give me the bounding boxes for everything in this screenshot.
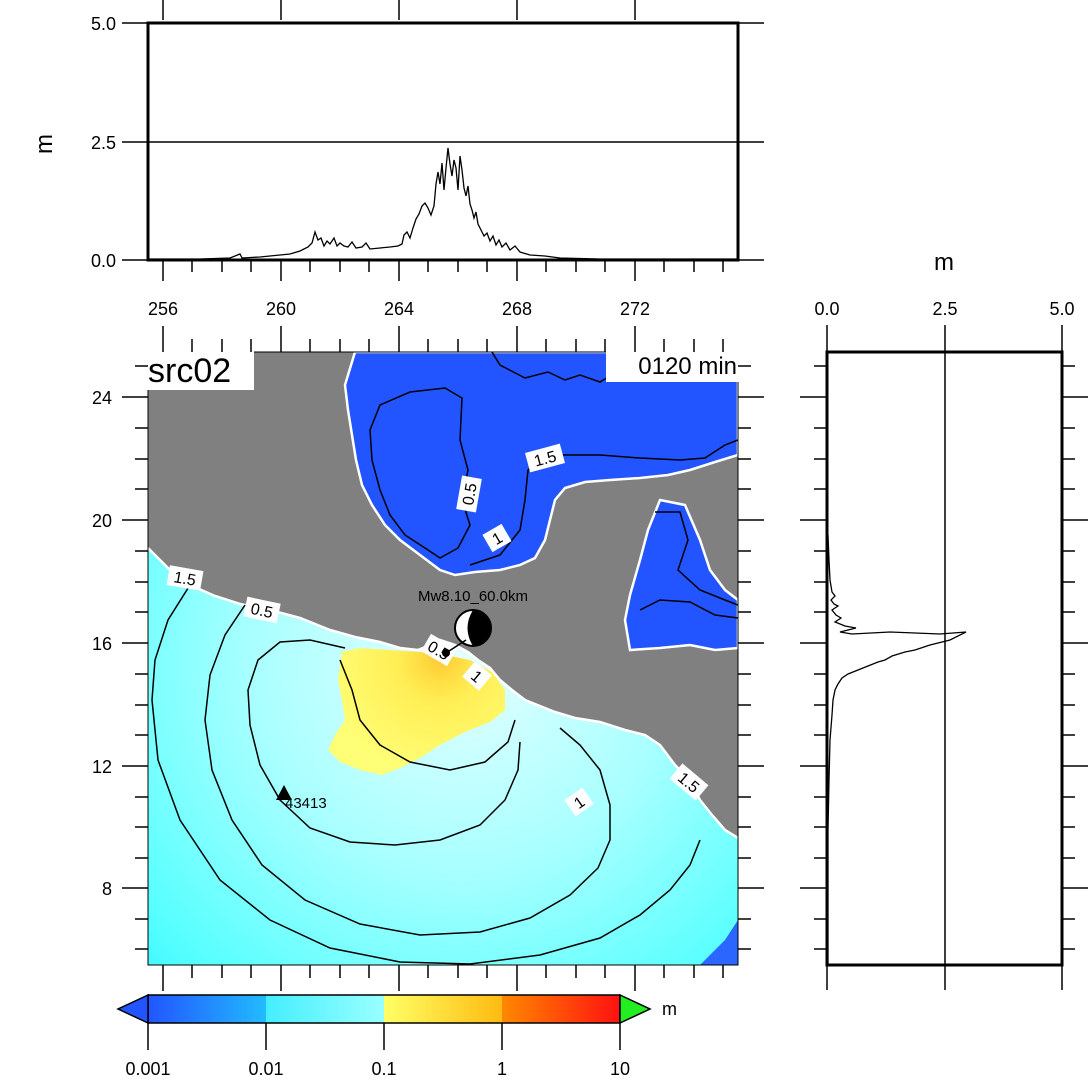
top-ytick-0: 5.0 xyxy=(91,14,116,34)
top-ytick-1: 2.5 xyxy=(91,133,116,153)
lon-tick-4: 272 xyxy=(620,299,650,319)
colorbar-tick-1: 0.01 xyxy=(248,1059,283,1079)
lat-tick-2: 16 xyxy=(92,634,112,654)
caribbean-contour xyxy=(639,599,738,619)
pacific-contour-inner xyxy=(247,639,521,846)
caribbean-coast-contour xyxy=(655,511,738,606)
right-unit-label: m xyxy=(934,249,954,276)
map-lat-ticks xyxy=(122,365,764,950)
map-panel: 1.5 0.5 1 1.5 0.5 1 1.5 1 0.5 Mw8.10_60.… xyxy=(92,326,764,991)
lat-tick-0: 24 xyxy=(92,388,112,408)
pacific-coastline xyxy=(148,547,738,840)
colorbar-under-triangle xyxy=(116,993,149,1025)
lon-tick-1: 260 xyxy=(266,299,296,319)
time-box xyxy=(606,350,740,382)
ocean-corner-blue xyxy=(700,920,738,965)
lon-tick-2: 264 xyxy=(384,299,414,319)
lon-axis-labels: 256 260 264 268 272 xyxy=(148,299,650,319)
lon-tick-0: 256 xyxy=(148,299,178,319)
map-title-box xyxy=(144,350,254,390)
top-profile-line xyxy=(148,147,738,260)
top-ytick-2: 0.0 xyxy=(91,251,116,271)
map-frame xyxy=(147,351,739,966)
event-label: Mw8.10_60.0km xyxy=(418,588,528,605)
focal-mechanism-icon xyxy=(442,609,492,657)
lat-tick-3: 12 xyxy=(92,757,112,777)
gulf-contour-05 xyxy=(369,387,471,559)
lon-tick-3: 268 xyxy=(502,299,532,319)
gulf-contour-inner xyxy=(491,352,621,383)
contour-label-4: 0.5 xyxy=(460,482,481,507)
colorbar-unit: m xyxy=(662,999,677,1019)
right-xtick-0: 0.0 xyxy=(814,299,839,319)
right-profile-line xyxy=(827,534,967,964)
contour-label-0: 1.5 xyxy=(172,569,197,590)
top-panel-bottom-ticks xyxy=(162,260,724,281)
top-panel-top-ticks xyxy=(162,0,636,20)
contour-label-6: 1.5 xyxy=(532,448,558,470)
right-xtick-2: 5.0 xyxy=(1049,299,1074,319)
colorbar-tick-3: 1 xyxy=(497,1059,507,1079)
top-panel: 5.0 2.5 0.0 m xyxy=(31,0,764,281)
colorbar-tick-0: 0.001 xyxy=(125,1059,170,1079)
map-lon-ticks xyxy=(162,326,724,991)
map-title: src02 xyxy=(148,352,231,390)
near-source-contour xyxy=(339,659,516,771)
lat-tick-1: 20 xyxy=(92,511,112,531)
colorbar-body xyxy=(147,994,621,1024)
time-label: 0120 min xyxy=(638,353,737,380)
colorbar-over-triangle xyxy=(619,993,652,1025)
high-wave-region xyxy=(328,648,505,775)
contour-label-1: 0.5 xyxy=(249,601,274,622)
colorbar: 0.001 0.01 0.1 1 10 m xyxy=(116,993,677,1079)
colorbar-tick-4: 10 xyxy=(610,1059,630,1079)
top-unit-label: m xyxy=(31,134,58,154)
station-triangle-icon xyxy=(276,785,292,800)
right-panel: m 0.0 2.5 5.0 xyxy=(800,249,1088,990)
pacific-contour-mid xyxy=(204,604,611,936)
colorbar-tick-2: 0.1 xyxy=(371,1059,396,1079)
right-xtick-1: 2.5 xyxy=(932,299,957,319)
pacific-contour-outer xyxy=(151,584,701,965)
lat-tick-4: 8 xyxy=(102,879,112,899)
station-label: 43413 xyxy=(285,795,327,812)
